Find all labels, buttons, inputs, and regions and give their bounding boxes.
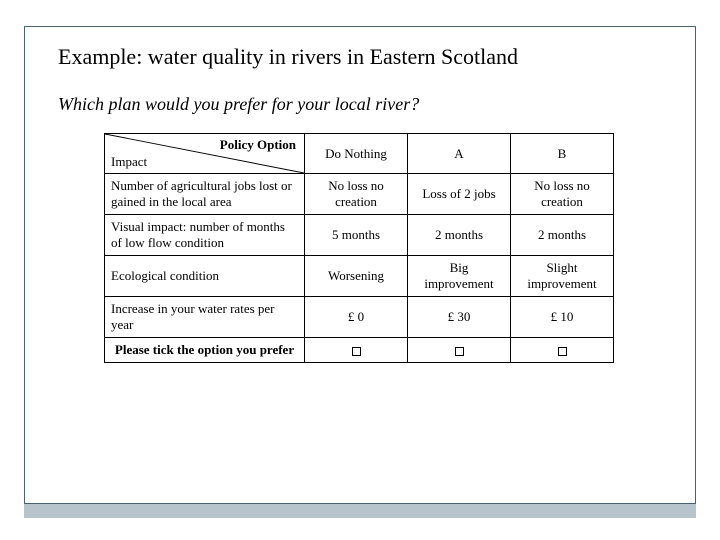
cell-value: £ 30 [408,297,511,338]
tick-cell [408,338,511,363]
header-policy-label: Policy Option [220,137,296,153]
row-label: Increase in your water rates per year [105,297,305,338]
cell-value: No loss no creation [305,174,408,215]
cell-value: No loss no creation [511,174,614,215]
checkbox-icon[interactable] [352,347,361,356]
checkbox-icon[interactable] [558,347,567,356]
col-header-b: B [511,134,614,174]
slide-content: Example: water quality in rivers in East… [24,26,696,504]
cell-value: 2 months [408,215,511,256]
tick-cell [511,338,614,363]
slide-bottom-bar [24,504,696,518]
cell-value: Slight improvement [511,256,614,297]
cell-value: 5 months [305,215,408,256]
table-row: Number of agricultural jobs lost or gain… [105,174,614,215]
table-row: Ecological condition Worsening Big impro… [105,256,614,297]
row-label: Ecological condition [105,256,305,297]
tick-row: Please tick the option you prefer [105,338,614,363]
checkbox-icon[interactable] [455,347,464,356]
cell-value: Worsening [305,256,408,297]
slide-title: Example: water quality in rivers in East… [58,44,662,70]
cell-value: £ 10 [511,297,614,338]
cell-value: 2 months [511,215,614,256]
slide-subtitle: Which plan would you prefer for your loc… [58,94,662,115]
row-label: Visual impact: number of months of low f… [105,215,305,256]
header-diagonal-cell: Policy Option Impact [105,134,305,174]
table-row: Increase in your water rates per year £ … [105,297,614,338]
header-impact-label: Impact [111,154,147,170]
tick-row-label: Please tick the option you prefer [105,338,305,363]
policy-table: Policy Option Impact Do Nothing A B Numb… [104,133,614,363]
cell-value: Big improvement [408,256,511,297]
col-header-a: A [408,134,511,174]
row-label: Number of agricultural jobs lost or gain… [105,174,305,215]
tick-cell [305,338,408,363]
cell-value: £ 0 [305,297,408,338]
col-header-do-nothing: Do Nothing [305,134,408,174]
table-header-row: Policy Option Impact Do Nothing A B [105,134,614,174]
table-row: Visual impact: number of months of low f… [105,215,614,256]
cell-value: Loss of 2 jobs [408,174,511,215]
